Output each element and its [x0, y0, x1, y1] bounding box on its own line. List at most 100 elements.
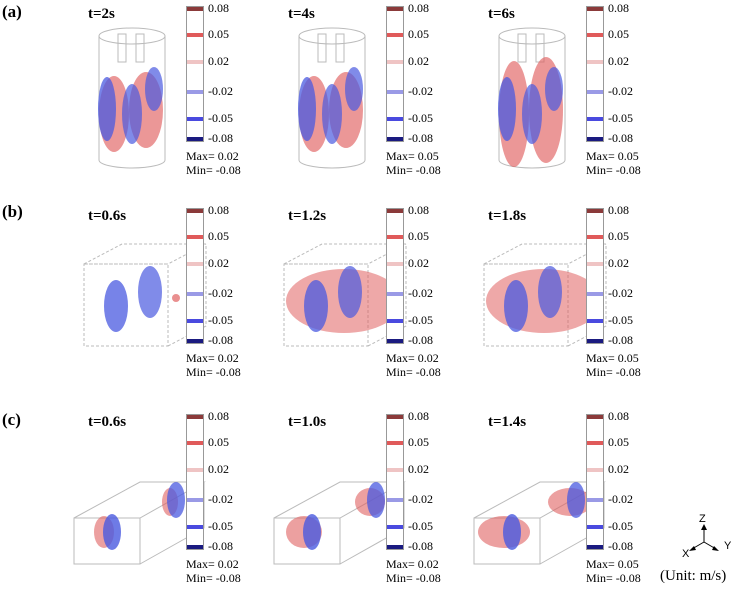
- simulation-panel: t=1.0s 0.08 0.05 0.02 -0.02 -0.05 -0.08 Max= 0.…: [273, 409, 474, 602]
- colorbar-tick-label: 0.08: [608, 203, 629, 217]
- colorbar-swatch: [387, 90, 403, 94]
- colorbar: 0.08 0.05 0.02 -0.02 -0.05 -0.08: [586, 409, 633, 553]
- time-label: t=1.2s: [288, 208, 327, 224]
- colorbar-swatch: [587, 525, 603, 529]
- negative-velocity-region: [538, 266, 562, 318]
- colorbar-swatch: [387, 7, 403, 11]
- colorbar-tick-label: -0.08: [608, 539, 633, 553]
- colorbar-swatch: [587, 90, 603, 94]
- colorbar-tick-label: 0.05: [408, 229, 429, 243]
- colorbar-tick-label: -0.08: [408, 539, 433, 553]
- negative-velocity-region: [322, 84, 342, 144]
- colorbar-swatch: [587, 60, 603, 64]
- colorbar-tick-label: -0.08: [608, 131, 633, 145]
- colorbar-tick-label: 0.05: [408, 435, 429, 449]
- cylinder-bottom-outline: [498, 159, 566, 169]
- colorbar-tick-label: -0.02: [608, 84, 633, 98]
- colorbar-tick-label: -0.05: [208, 313, 233, 327]
- colorbar-tick-label: 0.02: [208, 462, 229, 476]
- colorbar-swatch: [187, 339, 203, 343]
- colorbar-tick-label: -0.02: [208, 286, 233, 300]
- time-label: t=4s: [288, 6, 315, 22]
- colorbar-tick-label: 0.02: [408, 256, 429, 270]
- paddle-outline: [317, 33, 327, 63]
- axis-z-label: Z: [699, 513, 706, 525]
- colorbar-swatch: [587, 262, 603, 266]
- colorbar-swatch: [387, 525, 403, 529]
- colorbar-swatch: [187, 60, 203, 64]
- min-value-label: Min= -0.08: [586, 365, 641, 379]
- min-value-label: Min= -0.08: [386, 365, 441, 379]
- colorbar-swatch: [187, 209, 203, 213]
- colorbar-tick-label: -0.05: [408, 313, 433, 327]
- tank-side-outline: [367, 244, 407, 347]
- max-value-label: Max= 0.05: [586, 557, 639, 571]
- colorbar-tick-label: 0.02: [608, 54, 629, 68]
- negative-velocity-region: [167, 482, 185, 518]
- axis-y-label: Y: [724, 540, 732, 552]
- max-value-label: Max= 0.05: [586, 351, 639, 365]
- colorbar: 0.08 0.05 0.02 -0.02 -0.05 -0.08: [186, 203, 233, 347]
- colorbar-swatch: [587, 468, 603, 472]
- min-value-label: Min= -0.08: [386, 163, 441, 177]
- simulation-panel: t=1.2s 0.08 0.05 0.02 -0.02 -0.05 -0.08 Max= 0.…: [274, 203, 474, 396]
- colorbar-swatch: [387, 339, 403, 343]
- cylinder-bottom-outline: [98, 159, 166, 169]
- colorbar-tick-label: 0.08: [608, 1, 629, 15]
- colorbar-tick-label: -0.02: [608, 492, 633, 506]
- isosurface-render: [298, 27, 366, 169]
- tank-side-outline: [139, 482, 205, 565]
- colorbar-tick-label: -0.08: [608, 333, 633, 347]
- colorbar: 0.08 0.05 0.02 -0.02 -0.05 -0.08: [386, 409, 433, 553]
- min-value-label: Min= -0.08: [586, 571, 641, 585]
- max-value-label: Max= 0.05: [386, 149, 439, 163]
- colorbar-swatch: [187, 262, 203, 266]
- colorbar-swatch: [187, 117, 203, 121]
- colorbar-tick-label: 0.02: [208, 54, 229, 68]
- colorbar-swatch: [387, 415, 403, 419]
- colorbar-tick-label: 0.08: [608, 409, 629, 423]
- axis-triad-icon: [689, 524, 719, 551]
- colorbar-swatch: [187, 90, 203, 94]
- colorbar-tick-label: 0.05: [208, 27, 229, 41]
- negative-velocity-region: [545, 67, 563, 111]
- positive-velocity-region: [172, 294, 180, 302]
- row-label-c: (c): [2, 410, 21, 429]
- colorbar-tick-label: -0.02: [608, 286, 633, 300]
- unit-label: (Unit: m/s): [660, 568, 727, 584]
- colorbar-tick-label: 0.08: [408, 203, 429, 217]
- colorbar-swatch: [587, 7, 603, 11]
- colorbar-swatch: [187, 235, 203, 239]
- colorbar-swatch: [587, 209, 603, 213]
- tank-side-outline: [567, 244, 607, 347]
- negative-velocity-region: [98, 77, 116, 141]
- negative-velocity-region: [145, 67, 163, 111]
- colorbar: 0.08 0.05 0.02 -0.02 -0.05 -0.08: [186, 1, 233, 145]
- colorbar-tick-label: -0.05: [608, 313, 633, 327]
- colorbar-swatch: [187, 545, 203, 549]
- colorbar-swatch: [187, 292, 203, 296]
- colorbar-tick-label: -0.05: [208, 519, 233, 533]
- colorbar-tick-label: 0.05: [608, 27, 629, 41]
- isosurface-render: [73, 481, 206, 565]
- max-value-label: Max= 0.02: [386, 351, 439, 365]
- row-label-a: (a): [2, 2, 22, 21]
- colorbar-swatch: [187, 415, 203, 419]
- colorbar: 0.08 0.05 0.02 -0.02 -0.05 -0.08: [386, 203, 433, 347]
- paddle-outline: [135, 33, 145, 63]
- max-value-label: Max= 0.02: [186, 149, 239, 163]
- colorbar-swatch: [387, 33, 403, 37]
- simulation-panel: t=0.6s 0.08 0.05 0.02 -0.02 -0.05 -0.08 Max= 0.…: [74, 203, 274, 396]
- paddle-outline: [335, 33, 345, 63]
- colorbar-swatch: [587, 339, 603, 343]
- colorbar-swatch: [187, 7, 203, 11]
- colorbar-tick-label: 0.05: [208, 229, 229, 243]
- tank-front-outline: [83, 263, 169, 347]
- colorbar-tick-label: -0.02: [408, 84, 433, 98]
- time-label: t=0.6s: [88, 208, 127, 224]
- tank-side-outline: [539, 482, 605, 565]
- colorbar-tick-label: 0.02: [608, 256, 629, 270]
- isosurface-render: [98, 27, 166, 169]
- colorbar-tick-label: -0.02: [408, 492, 433, 506]
- colorbar-swatch: [587, 117, 603, 121]
